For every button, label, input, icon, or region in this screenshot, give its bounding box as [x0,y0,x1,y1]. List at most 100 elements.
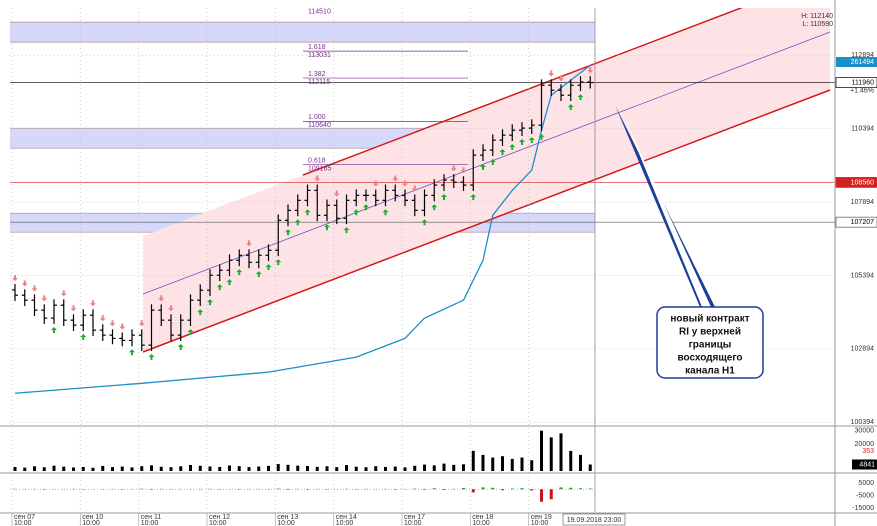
indicator-bar [501,489,504,491]
sell-arrow [158,295,165,302]
volume-bar [111,467,114,471]
x-tick-label: сен 10 [82,514,103,521]
buy-arrow [421,219,428,226]
volume-bar [530,460,534,471]
indicator-bar [140,488,144,490]
indicator-bar [559,487,563,490]
volume-bar [101,465,105,471]
volume-bar [150,465,153,471]
x-tick-label: сен 13 [277,514,298,521]
volume-bar [471,450,475,471]
sell-arrow [70,305,77,312]
change-label: +1.46% [850,87,874,94]
buy-arrow [480,163,486,170]
volume-bar [374,466,378,471]
price-label-box [835,216,877,228]
buy-arrow [265,264,272,271]
volume-bar [23,467,27,471]
volume-bar [276,464,280,471]
sell-arrow [314,175,321,182]
indicator-bar [491,487,495,490]
volume-bar [52,465,56,471]
buy-arrow [294,219,301,226]
channel-lower [142,89,831,353]
y-tick-label: 105394 [851,272,874,279]
sell-arrow [246,240,252,247]
x-tick-label: сен 07 [14,514,35,521]
sell-arrow [558,75,564,82]
fib-top: 114510 [308,9,331,16]
indicator-bar [520,488,524,490]
volume-bar [540,430,543,471]
volume-bar [481,454,485,471]
volume-bar [335,467,339,471]
indicator-bar [432,488,436,490]
buy-arrow [538,134,545,141]
sell-arrow [41,295,48,302]
buy-arrow [528,136,535,143]
buy-arrow [441,193,447,200]
price-label: 108560 [851,179,874,186]
volume-bar [179,466,183,471]
low-label: L: 110590 [802,21,833,28]
volume-bar [315,466,319,471]
volume-bar [296,465,300,471]
fib-ratio: 1.382 [308,71,326,78]
volume-bar [559,433,563,471]
indicator-bar [276,488,280,490]
price-label-box [835,77,877,88]
buy-arrow [187,329,194,336]
indicator-tick-label: 5000 [858,480,874,487]
volume-bar [393,466,397,471]
grid [10,8,835,512]
fib-price: 110640 [308,122,331,129]
annotation-text: новый контракт [670,314,749,325]
indicator-tick-label: -15000 [852,505,874,512]
indicator-tick-label: -5000 [856,492,874,499]
volume-tick-label: 20000 [855,441,875,448]
sell-arrow [548,70,555,77]
volume-bar [491,457,495,471]
volume-bar [569,450,573,471]
buy-arrow [255,271,262,278]
volume-tick-label: 30000 [855,428,875,435]
x-tick-label: сен 19 [531,514,552,521]
x-tick-time: 10:00 [531,520,549,526]
volume-bar [267,465,270,471]
annotation-text: RI у верхней [679,327,741,338]
zone [10,22,595,43]
volume-bar [588,464,592,471]
indicator-bar [510,488,514,490]
indicator-bar [569,487,573,490]
annotation-text: восходящего [677,353,742,364]
indicator-bar [423,489,426,490]
buy-arrow [226,279,233,286]
indicator-label-box [836,57,877,67]
indicator-bar [442,489,446,490]
x-tick-time: 10:00 [209,520,227,526]
volume-bar [33,466,36,471]
x-tick-time: 10:00 [82,520,100,526]
sell-arrow [90,300,96,307]
buy-arrow [275,259,282,266]
cursor-label: 19.09.2018 23:00 [567,517,622,524]
y-tick-label: 107894 [851,199,874,206]
indicator-bar [579,488,582,490]
x-tick-time: 10:00 [141,520,159,526]
sell-arrow [372,180,379,187]
sell-arrow [587,67,594,74]
sell-arrow [333,190,340,197]
annotation-text: канала Н1 [685,366,735,377]
price-label: 107207 [851,219,874,226]
x-tick-time: 10:00 [336,520,354,526]
volume-bar [325,466,329,471]
sell-arrow [21,280,28,287]
volume-bar [198,465,202,471]
indicator-bar [462,488,465,490]
fib-ratio: 0.618 [308,158,326,165]
buy-arrow [216,284,223,291]
fib-price: 109165 [308,166,331,173]
volume-bar [208,466,212,471]
fib-price: 113031 [308,52,331,59]
volume-bar [120,466,124,471]
